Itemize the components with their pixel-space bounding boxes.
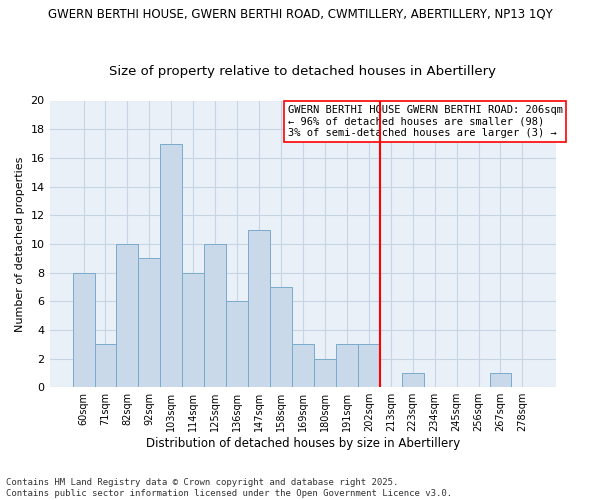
Bar [160,144,182,387]
Bar [402,373,424,387]
Bar [73,272,95,387]
Text: GWERN BERTHI HOUSE, GWERN BERTHI ROAD, CWMTILLERY, ABERTILLERY, NP13 1QY: GWERN BERTHI HOUSE, GWERN BERTHI ROAD, C… [47,8,553,20]
Text: Contains HM Land Registry data © Crown copyright and database right 2025.
Contai: Contains HM Land Registry data © Crown c… [6,478,452,498]
Bar [314,358,336,387]
Bar [270,287,292,387]
X-axis label: Distribution of detached houses by size in Abertillery: Distribution of detached houses by size … [146,437,460,450]
Bar [336,344,358,387]
Bar [116,244,139,387]
Y-axis label: Number of detached properties: Number of detached properties [15,156,25,332]
Bar [358,344,380,387]
Bar [248,230,270,387]
Title: Size of property relative to detached houses in Abertillery: Size of property relative to detached ho… [109,66,496,78]
Bar [139,258,160,387]
Bar [226,301,248,387]
Bar [204,244,226,387]
Text: GWERN BERTHI HOUSE GWERN BERTHI ROAD: 206sqm
← 96% of detached houses are smalle: GWERN BERTHI HOUSE GWERN BERTHI ROAD: 20… [288,105,563,138]
Bar [95,344,116,387]
Bar [182,272,204,387]
Bar [490,373,511,387]
Bar [292,344,314,387]
